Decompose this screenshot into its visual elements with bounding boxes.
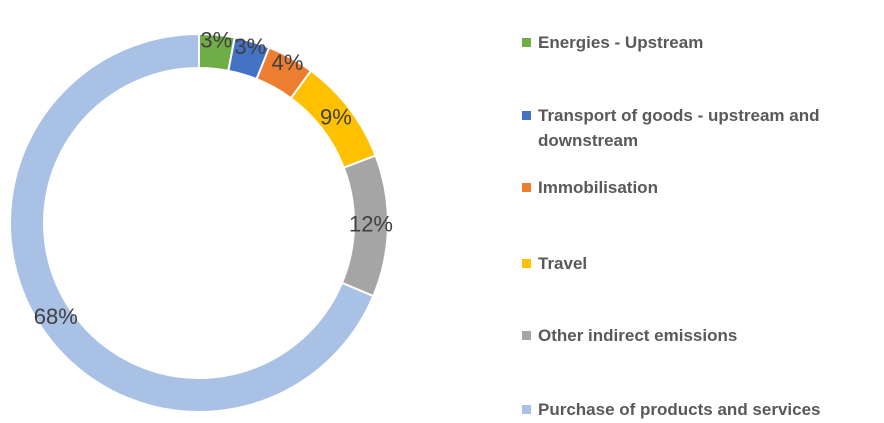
legend-label: Immobilisation — [538, 178, 658, 197]
data-label: 3% — [234, 34, 266, 59]
data-label: 68% — [34, 304, 78, 329]
legend-label: Energies - Upstream — [538, 33, 704, 52]
legend-entry: Energies - Upstream — [522, 30, 882, 55]
data-label: 9% — [320, 105, 352, 130]
legend-swatch — [522, 405, 531, 414]
donut: 3% 3%4%9%12%68% — [9, 28, 393, 413]
legend-swatch — [522, 111, 531, 120]
legend-swatch — [522, 259, 531, 268]
data-label: 3% — [200, 28, 232, 53]
legend-label: Purchase of products and services — [538, 400, 821, 419]
legend-label: Transport of goods - upstream and downst… — [538, 106, 820, 150]
legend-swatch — [522, 331, 531, 340]
legend-swatch — [522, 38, 531, 47]
legend-entry: Purchase of products and services — [522, 397, 882, 422]
legend-swatch — [522, 183, 531, 192]
legend-entry: Transport of goods - upstream and downst… — [522, 103, 882, 153]
legend-entry: Other indirect emissions — [522, 323, 882, 348]
legend-label: Other indirect emissions — [538, 326, 738, 345]
legend-entry: Travel — [522, 251, 882, 276]
donut-segment — [9, 32, 375, 413]
legend-entry: Immobilisation — [522, 175, 882, 200]
data-label: 12% — [349, 212, 393, 237]
legend-label: Travel — [538, 254, 588, 273]
data-label: 4% — [272, 50, 304, 75]
